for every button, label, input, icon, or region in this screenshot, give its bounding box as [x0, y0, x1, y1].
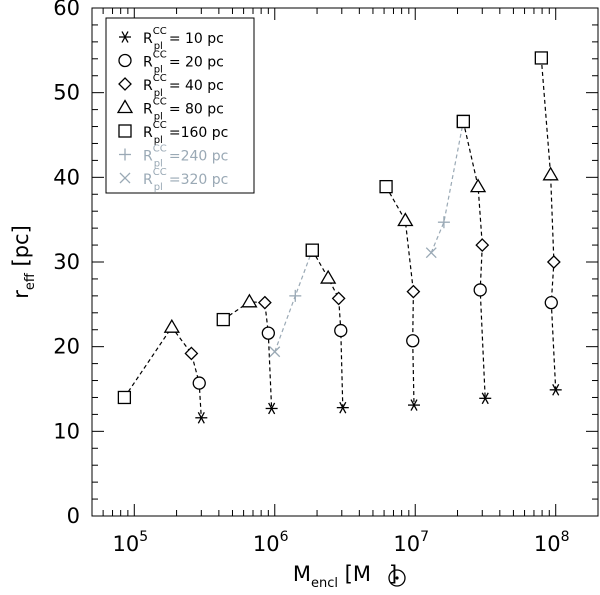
data-point-diamond: [331, 291, 346, 306]
data-point-triangle: [163, 318, 180, 333]
x-tick-label: 106: [253, 529, 289, 556]
data-point-square: [305, 243, 319, 257]
legend-marker-diamond: [118, 77, 132, 91]
data-point-plus: [289, 289, 302, 302]
data-point-triangle: [397, 212, 414, 227]
data-point-diamond: [406, 284, 421, 299]
x-axis-title: Mencl [M]: [293, 562, 397, 591]
data-point-cross: [269, 346, 281, 358]
data-point-triangle: [469, 178, 487, 193]
y-tick-label: 20: [53, 335, 80, 359]
legend-marker-cross: [119, 172, 131, 184]
data-point-asterisk: [265, 402, 278, 415]
data-point-circle: [406, 334, 420, 348]
data-point-square: [117, 390, 132, 405]
data-markers: [117, 51, 562, 424]
data-point-circle: [192, 376, 206, 390]
series-line: [385, 186, 415, 406]
y-tick-label: 0: [67, 504, 80, 528]
series-line: [311, 249, 344, 408]
series-line: [274, 249, 313, 352]
data-point-square: [379, 179, 393, 194]
sun-symbol-icon: [388, 569, 406, 587]
data-point-square: [534, 51, 548, 65]
legend-label: RCC pl = 80 pc: [143, 97, 224, 123]
legend-marker-circle: [118, 53, 132, 68]
data-point-plus: [437, 216, 450, 229]
legend-label: RCC pl = 20 pc: [143, 50, 224, 76]
legend-label: RCC pl = 10 pc: [143, 26, 224, 52]
legend-label: RCC pl = 40 pc: [143, 73, 224, 99]
x-tick-label: 105: [112, 529, 148, 556]
x-tick-label: 108: [534, 529, 570, 556]
data-point-diamond: [475, 238, 490, 252]
legend-label: RCC pl =240 pc: [143, 144, 228, 170]
data-point-asterisk: [195, 411, 208, 424]
data-point-asterisk: [549, 384, 562, 396]
legend-marker-triangle: [116, 99, 134, 114]
y-tick-label: 50: [53, 81, 80, 105]
data-point-asterisk: [479, 392, 492, 405]
data-point-square: [456, 114, 470, 129]
series-line: [540, 57, 557, 390]
data-point-asterisk: [408, 399, 421, 411]
data-point-circle: [334, 323, 348, 338]
legend-marker-plus: [119, 148, 131, 161]
y-tick-label: 60: [53, 0, 80, 20]
data-point-circle: [544, 295, 558, 310]
data-point-diamond: [184, 346, 199, 361]
y-axis-title: reff [pc]: [9, 225, 38, 299]
series-line: [222, 301, 273, 409]
series-line: [123, 326, 202, 418]
data-point-asterisk: [336, 401, 349, 414]
legend-marker-asterisk: [119, 31, 131, 43]
legend-label: RCC pl =320 pc: [143, 167, 228, 193]
data-point-diamond: [257, 295, 272, 310]
data-point-triangle: [320, 269, 337, 284]
data-point-cross: [425, 247, 437, 259]
legend-marker-square: [118, 124, 132, 138]
series-line: [462, 121, 486, 399]
legend-box: [105, 17, 255, 194]
data-point-circle: [261, 326, 275, 340]
data-point-square: [216, 312, 230, 327]
data-point-triangle: [241, 293, 258, 308]
axis-ticks: 0 10 20 30 40 50 60 105 106 107 108: [53, 0, 598, 556]
data-point-diamond: [546, 255, 561, 269]
data-point-triangle: [542, 166, 559, 181]
data-point-circle: [473, 283, 487, 297]
y-tick-label: 40: [53, 165, 80, 189]
legend-label: RCC pl =160 pc: [143, 120, 228, 146]
x-tick-label: 107: [393, 529, 429, 556]
y-tick-label: 30: [53, 250, 80, 274]
series-line: [430, 121, 464, 253]
y-tick-label: 10: [53, 419, 80, 443]
